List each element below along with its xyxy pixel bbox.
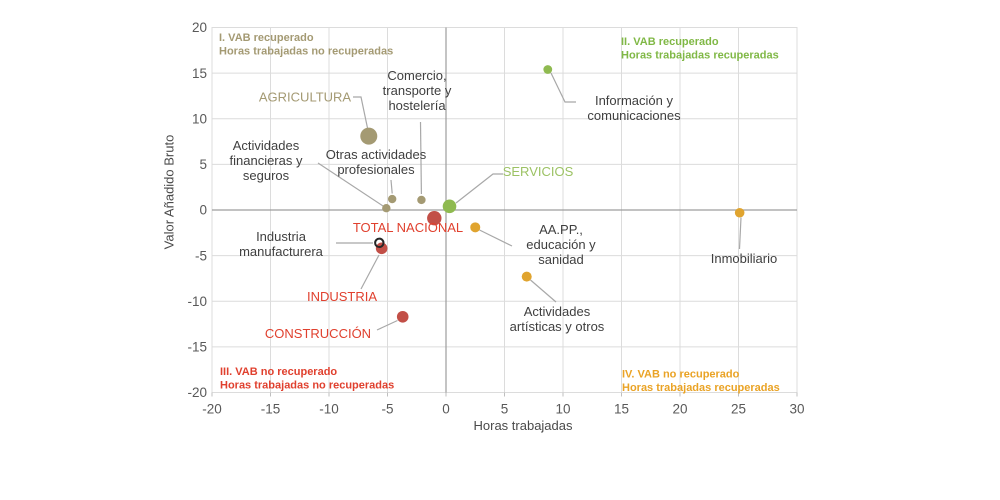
- y-axis-title: Valor Añadido Bruto: [162, 135, 177, 250]
- tick-label-x-0: 0: [442, 402, 450, 417]
- label-otras-actividades-profesionales: Otras actividades profesionales: [326, 147, 427, 177]
- label-industria-manufacturera: Industria manufacturera: [239, 229, 324, 259]
- label-servicios: SERVICIOS: [503, 164, 574, 179]
- leader-construccion: [376, 319, 398, 331]
- point-industria: [375, 242, 388, 255]
- leader-inmobiliario: [738, 217, 742, 250]
- label-agricultura: AGRICULTURA: [259, 90, 352, 105]
- label-total-nacional: TOTAL NACIONAL: [353, 220, 463, 235]
- tick-label-x--5: -5: [381, 402, 393, 417]
- point-actividades-financieras-seguros: [382, 203, 391, 213]
- label-construccion: CONSTRUCCIÓN: [265, 326, 371, 341]
- label-informacion-comunicaciones: Información y comunicaciones: [587, 93, 681, 123]
- tick-label-y--15: -15: [187, 340, 207, 355]
- label-inmobiliario: Inmobiliario: [711, 251, 777, 266]
- leader-industria: [360, 254, 380, 290]
- point-informacion-comunicaciones: [543, 65, 553, 74]
- quadrant-2-caption: II. VAB recuperado Horas trabajadas recup…: [621, 36, 779, 62]
- leader-comercio-transporte-hosteleria: [419, 121, 422, 195]
- tick-label-y-5: 5: [199, 157, 207, 172]
- tick-label-x-10: 10: [555, 402, 570, 417]
- tick-label-x-20: 20: [672, 402, 687, 417]
- tick-label-y--20: -20: [187, 385, 207, 400]
- tick-label-y-10: 10: [192, 111, 207, 126]
- point-aapp-educacion-sanidad: [470, 222, 481, 233]
- quadrant-3-caption: III. VAB no recuperado Horas trabajadas n…: [220, 366, 394, 392]
- label-industria: INDUSTRIA: [307, 289, 377, 304]
- leader-servicios: [455, 173, 503, 204]
- point-agricultura: [360, 127, 378, 145]
- tick-label-x-15: 15: [614, 402, 629, 417]
- point-actividades-artisticas-otros: [521, 271, 532, 282]
- point-industria-manufacturera: [374, 237, 385, 249]
- point-total-nacional: [427, 211, 442, 226]
- leader-otras-actividades-profesionales: [390, 179, 393, 194]
- leader-aapp-educacion-sanidad: [479, 229, 513, 247]
- plot-layer: -20 -15 -10 -5 0 5 10 15 20 25 30 20 15 10 5 0 -5 -10 -15 -…: [187, 20, 804, 417]
- tick-label-y--10: -10: [187, 294, 207, 309]
- tick-label-x--20: -20: [202, 402, 222, 417]
- tick-label-x--10: -10: [319, 402, 339, 417]
- label-actividades-artisticas-otros: Actividades artísticas y otros: [510, 304, 605, 334]
- x-axis-title: Horas trabajadas: [474, 418, 573, 433]
- point-comercio-transporte-hosteleria: [417, 195, 426, 205]
- point-construccion: [396, 310, 409, 323]
- label-actividades-financieras-seguros: Actividades financieras y seguros: [230, 138, 303, 183]
- tick-label-y-20: 20: [192, 20, 207, 35]
- point-inmobiliario: [734, 207, 745, 218]
- point-otras-actividades-profesionales: [387, 194, 397, 204]
- leader-actividades-artisticas-otros: [530, 279, 557, 303]
- tick-label-y-15: 15: [192, 66, 207, 81]
- tick-label-y--5: -5: [195, 248, 207, 263]
- leader-agricultura: [353, 96, 369, 129]
- quadrant-1-caption: I. VAB recuperado Horas trabajadas no rec…: [219, 32, 393, 58]
- tick-label-x-25: 25: [731, 402, 746, 417]
- label-aapp-educacion-sanidad: AA.PP., educación y sanidad: [526, 222, 596, 267]
- leader-informacion-comunicaciones: [550, 72, 576, 103]
- quadrant-4-caption: IV. VAB no recuperado Horas trabajadas re…: [622, 368, 780, 394]
- tick-label-x-30: 30: [789, 402, 804, 417]
- point-servicios: [442, 199, 457, 214]
- tick-label-x--15: -15: [261, 402, 281, 417]
- tick-label-y-0: 0: [199, 203, 207, 218]
- label-comercio-transporte-hosteleria: Comercio, transporte y hostelería: [383, 68, 452, 113]
- leader-actividades-financieras-seguros: [317, 162, 384, 207]
- tick-label-x-5: 5: [501, 402, 509, 417]
